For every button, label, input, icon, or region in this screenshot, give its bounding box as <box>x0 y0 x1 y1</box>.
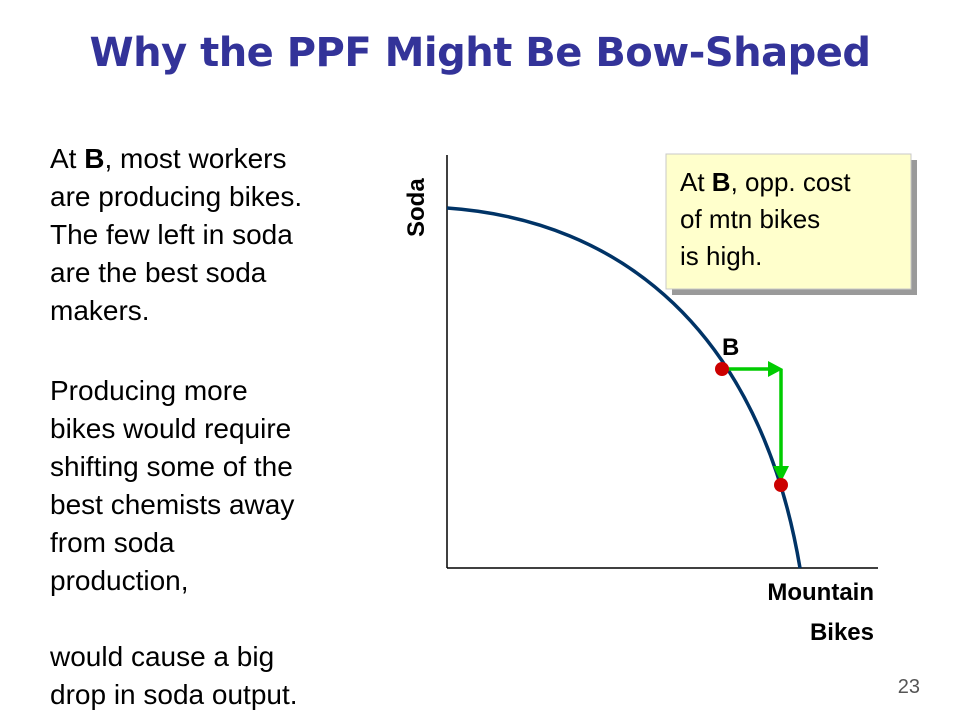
paragraph-at-b: At B, most workers are producing bikes. … <box>50 140 380 330</box>
text-line: shifting some of the <box>50 451 293 482</box>
x-axis-label-line2: Bikes <box>810 619 874 646</box>
callout-text: At B, opp. cost of mtn bikes is high. <box>680 164 895 275</box>
y-axis-label: Soda <box>403 178 430 237</box>
text-line: At B, most workers <box>50 140 380 178</box>
callout-line: of mtn bikes <box>680 204 821 234</box>
paragraph-conclusion: would cause a big <box>50 638 380 676</box>
callout-box <box>665 153 912 290</box>
text-line: makers. <box>50 295 150 326</box>
text-line: drop in soda output. <box>50 679 298 710</box>
ppf-curve <box>446 206 802 569</box>
text-fragment: At <box>680 167 712 197</box>
point-after-shift <box>774 478 788 492</box>
text-line: production, <box>50 565 189 596</box>
text-fragment: , most workers <box>104 143 287 174</box>
paragraph-conclusion-line2: drop in soda output. <box>50 676 380 714</box>
text-line: are producing bikes. <box>50 181 303 212</box>
text-line: bikes would require <box>50 413 292 444</box>
horizontal-arrowhead <box>768 361 783 377</box>
page-number: 23 <box>897 676 920 698</box>
vertical-arrowhead <box>773 466 789 482</box>
text-line: would cause a big <box>50 641 275 672</box>
text-fragment: At <box>50 143 85 174</box>
callout-line: At B, opp. cost <box>680 164 895 201</box>
slide-title: Why the PPF Might Be Bow-Shaped <box>89 30 871 76</box>
text-line: best chemists away <box>50 489 295 520</box>
text-fragment: , opp. cost <box>730 167 851 197</box>
point-b-label: B <box>722 334 739 361</box>
text-line: The few left in soda <box>50 219 293 250</box>
paragraph-producing-more: Producing more bikes would require shift… <box>50 372 380 600</box>
text-line: Producing more <box>50 375 248 406</box>
callout-line: is high. <box>680 241 763 271</box>
point-b-bold: B <box>711 167 731 197</box>
text-line: are the best soda <box>50 257 267 288</box>
point-b <box>715 362 729 376</box>
text-line: from soda <box>50 527 175 558</box>
point-b-bold: B <box>84 143 105 174</box>
x-axis-label-line1: Mountain <box>767 579 874 606</box>
